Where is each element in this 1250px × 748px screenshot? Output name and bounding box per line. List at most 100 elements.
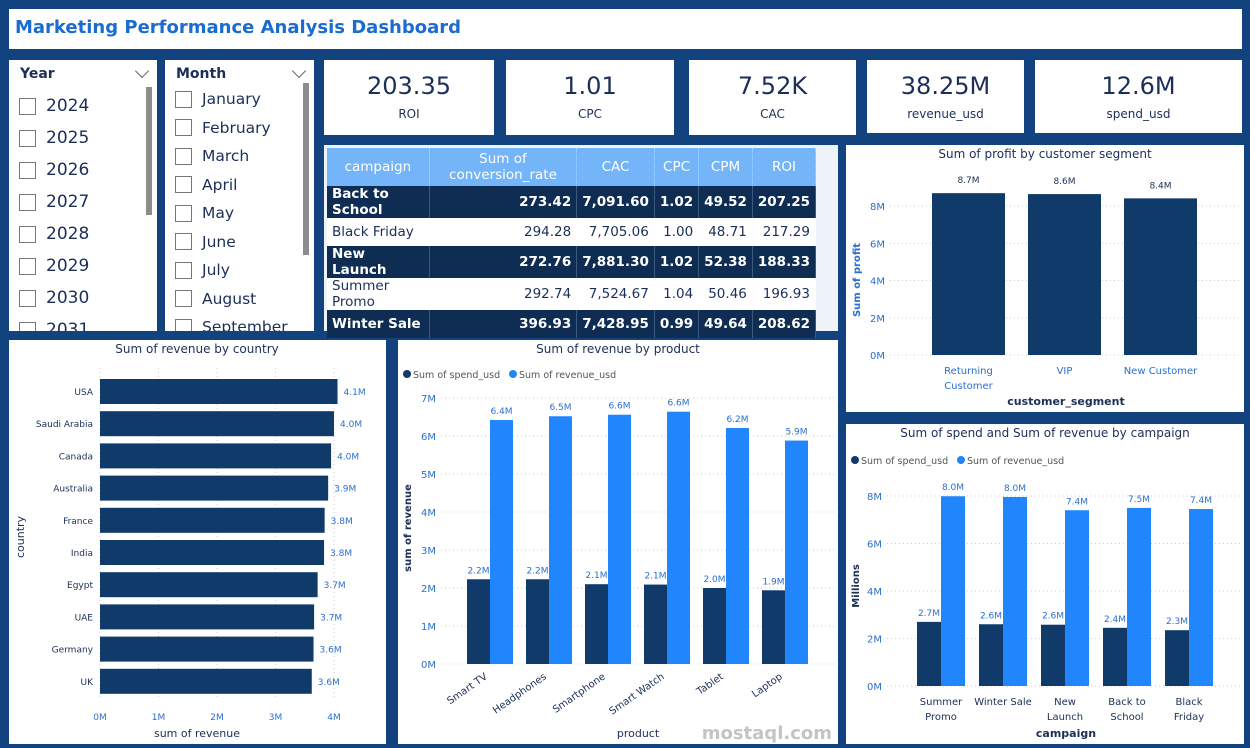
kpi-label: CAC	[760, 107, 785, 121]
slicer-item[interactable]: June	[175, 228, 296, 257]
checkbox[interactable]	[19, 97, 36, 115]
slicer-item-label: 2026	[46, 160, 90, 180]
data-label: 2.6M	[1042, 612, 1064, 622]
y-tick-label: 0M	[421, 660, 436, 671]
column-header[interactable]: CAC	[576, 148, 655, 186]
slicer-item[interactable]: 2026	[19, 154, 139, 186]
category-label: Egypt	[67, 581, 93, 591]
checkbox[interactable]	[175, 176, 192, 194]
checkbox[interactable]	[175, 204, 192, 222]
table-row: Back to School 273.42 7,091.60 1.02 49.52 207…	[327, 186, 817, 218]
bar	[1028, 194, 1101, 355]
checkbox[interactable]	[19, 129, 36, 147]
y-tick-label: 6M	[870, 239, 885, 250]
column-header[interactable]: Sum of conversion_rate	[429, 148, 578, 186]
data-label: 3.9M	[334, 485, 356, 495]
slicer-item[interactable]: August	[175, 285, 296, 314]
checkbox[interactable]	[175, 90, 192, 108]
table-cell: 396.93	[429, 309, 578, 338]
table-cell: 49.52	[698, 186, 753, 218]
checkbox[interactable]	[175, 147, 192, 165]
month-slicer[interactable]: Month January February March April May June Ju…	[165, 60, 314, 331]
table-row: Black Friday 294.28 7,705.06 1.00 48.71 217.2…	[327, 218, 817, 246]
slicer-item[interactable]: April	[175, 171, 296, 200]
revenue-by-product-chart: Sum of revenue by product 0M 1M 2M 3M 4M 5M 6M 7…	[398, 340, 838, 744]
slicer-item-label: July	[202, 261, 230, 280]
category-label: Friday	[1174, 712, 1204, 723]
data-label: 1.9M	[762, 577, 784, 587]
watermark: mostaql.com	[702, 723, 832, 744]
slicer-item-label: 2025	[46, 128, 90, 148]
y-tick-label: 2M	[421, 584, 436, 595]
legend-label: Sum of spend_usd	[413, 370, 500, 381]
table-cell: Winter Sale	[327, 309, 430, 338]
slicer-item[interactable]: May	[175, 199, 296, 228]
table-cell: 207.25	[752, 186, 817, 218]
slicer-item[interactable]: March	[175, 142, 296, 171]
slicer-item[interactable]: January	[175, 85, 296, 114]
checkbox[interactable]	[175, 119, 192, 137]
checkbox[interactable]	[175, 290, 192, 308]
bar	[100, 604, 315, 630]
table-cell: 272.76	[429, 245, 578, 278]
chevron-down-icon[interactable]	[134, 63, 150, 79]
category-label: Back to	[1108, 697, 1146, 708]
checkbox[interactable]	[175, 261, 192, 279]
category-label: UAE	[75, 613, 94, 623]
slicer-item-label: 2030	[46, 288, 90, 308]
data-label: 8.6M	[1053, 177, 1075, 187]
slicer-item[interactable]: 2025	[19, 122, 139, 154]
checkbox[interactable]	[19, 289, 36, 307]
bar	[979, 624, 1003, 686]
data-label: 3.8M	[330, 549, 352, 559]
slicer-item[interactable]: 2024	[19, 90, 139, 122]
slicer-item-label: March	[202, 147, 250, 166]
slicer-item[interactable]: 2030	[19, 282, 139, 314]
column-header[interactable]: CPM	[698, 148, 753, 186]
column-header[interactable]: ROI	[752, 148, 817, 186]
kpi-label: CPC	[578, 107, 602, 121]
bar	[726, 428, 749, 664]
slicer-item[interactable]: September	[175, 313, 296, 331]
table-cell: 273.42	[429, 186, 578, 218]
data-label: 2.3M	[1166, 617, 1188, 627]
chevron-down-icon[interactable]	[291, 63, 307, 79]
table-cell: Summer Promo	[327, 277, 430, 310]
slicer-item-label: 2028	[46, 224, 90, 244]
year-slicer[interactable]: Year 2024 2025 2026 2027 2028 2029 2030 2031	[9, 60, 157, 331]
kpi-label: ROI	[398, 107, 420, 121]
column-header[interactable]: CPC	[654, 148, 700, 186]
slicer-item[interactable]: February	[175, 114, 296, 143]
slicer-item[interactable]: 2028	[19, 218, 139, 250]
checkbox[interactable]	[19, 225, 36, 243]
bar	[644, 584, 667, 664]
data-label: 2.1M	[644, 572, 666, 582]
bar	[762, 590, 785, 664]
category-label: VIP	[1057, 366, 1073, 377]
column-header[interactable]: campaign	[327, 148, 430, 186]
y-axis-title: sum of revenue	[403, 484, 414, 572]
category-label: UK	[81, 678, 95, 688]
checkbox[interactable]	[19, 257, 36, 275]
slicer-item[interactable]: July	[175, 256, 296, 285]
scrollbar[interactable]	[303, 83, 309, 255]
x-axis-title: campaign	[1036, 727, 1096, 740]
checkbox[interactable]	[19, 193, 36, 211]
scrollbar[interactable]	[146, 87, 152, 215]
checkbox[interactable]	[175, 233, 192, 251]
table-cell: 1.00	[654, 218, 700, 246]
slicer-item[interactable]: 2027	[19, 186, 139, 218]
table-cell: 1.04	[654, 277, 700, 310]
chart-title: Sum of revenue by country	[115, 342, 278, 356]
data-label: 2.1M	[585, 571, 607, 581]
profit-by-segment-chart: Sum of profit by customer segment 0M 2M 4M 6…	[846, 145, 1244, 412]
category-label: Smartphone	[551, 671, 608, 715]
data-label: 4.1M	[344, 388, 366, 398]
slicer-item[interactable]: 2029	[19, 250, 139, 282]
checkbox[interactable]	[19, 321, 36, 331]
slicer-item-label: 2024	[46, 96, 90, 116]
checkbox[interactable]	[175, 318, 192, 331]
bar	[1003, 496, 1027, 686]
checkbox[interactable]	[19, 161, 36, 179]
slicer-item[interactable]: 2031	[19, 314, 139, 331]
